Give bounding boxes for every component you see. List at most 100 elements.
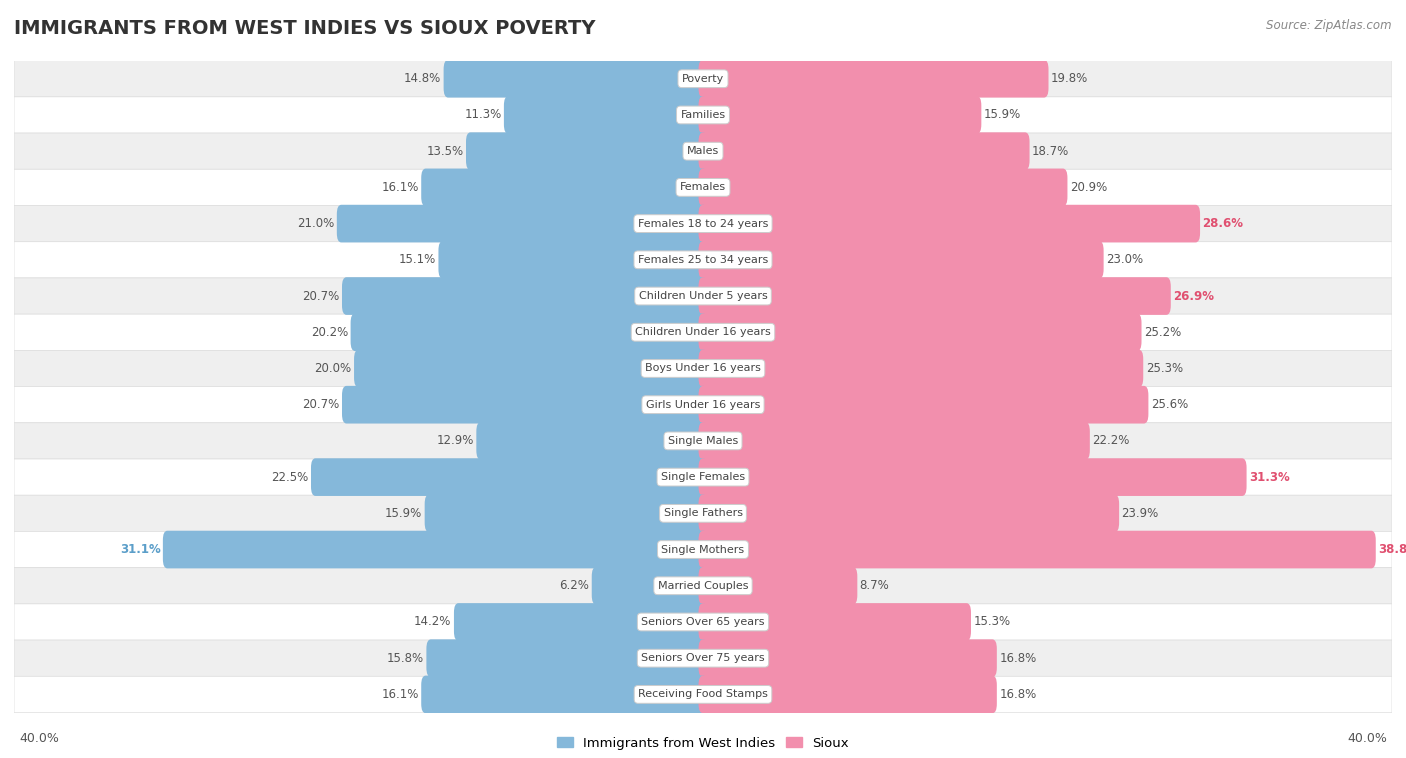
Text: Children Under 5 years: Children Under 5 years xyxy=(638,291,768,301)
Text: 16.1%: 16.1% xyxy=(381,688,419,701)
Text: 20.0%: 20.0% xyxy=(315,362,352,375)
Text: 40.0%: 40.0% xyxy=(1347,732,1386,745)
Text: 20.2%: 20.2% xyxy=(311,326,349,339)
Text: 26.9%: 26.9% xyxy=(1173,290,1215,302)
FancyBboxPatch shape xyxy=(311,459,707,496)
FancyBboxPatch shape xyxy=(14,495,1392,531)
Text: Families: Families xyxy=(681,110,725,120)
Text: Girls Under 16 years: Girls Under 16 years xyxy=(645,399,761,409)
FancyBboxPatch shape xyxy=(14,278,1392,314)
Text: 22.2%: 22.2% xyxy=(1092,434,1129,447)
Text: 15.8%: 15.8% xyxy=(387,652,425,665)
FancyBboxPatch shape xyxy=(439,241,707,279)
Text: 11.3%: 11.3% xyxy=(464,108,502,121)
FancyBboxPatch shape xyxy=(699,313,1142,351)
Text: 20.7%: 20.7% xyxy=(302,398,340,411)
FancyBboxPatch shape xyxy=(454,603,707,641)
Text: 15.1%: 15.1% xyxy=(399,253,436,266)
FancyBboxPatch shape xyxy=(14,350,1392,387)
FancyBboxPatch shape xyxy=(14,169,1392,205)
Text: 21.0%: 21.0% xyxy=(297,217,335,230)
Text: 25.6%: 25.6% xyxy=(1152,398,1188,411)
FancyBboxPatch shape xyxy=(699,494,1119,532)
FancyBboxPatch shape xyxy=(342,277,707,315)
FancyBboxPatch shape xyxy=(422,675,707,713)
FancyBboxPatch shape xyxy=(14,640,1392,676)
FancyBboxPatch shape xyxy=(699,96,981,134)
Text: 16.1%: 16.1% xyxy=(381,181,419,194)
FancyBboxPatch shape xyxy=(14,459,1392,495)
FancyBboxPatch shape xyxy=(699,459,1247,496)
Text: Females 18 to 24 years: Females 18 to 24 years xyxy=(638,218,768,229)
Text: 16.8%: 16.8% xyxy=(1000,688,1036,701)
Text: 40.0%: 40.0% xyxy=(20,732,59,745)
Text: Males: Males xyxy=(688,146,718,156)
FancyBboxPatch shape xyxy=(14,531,1392,568)
Text: Source: ZipAtlas.com: Source: ZipAtlas.com xyxy=(1267,19,1392,32)
FancyBboxPatch shape xyxy=(592,567,707,605)
FancyBboxPatch shape xyxy=(477,422,707,460)
Text: Poverty: Poverty xyxy=(682,74,724,83)
Text: 31.1%: 31.1% xyxy=(120,543,160,556)
Legend: Immigrants from West Indies, Sioux: Immigrants from West Indies, Sioux xyxy=(551,731,855,755)
Text: 28.6%: 28.6% xyxy=(1202,217,1243,230)
FancyBboxPatch shape xyxy=(699,277,1171,315)
FancyBboxPatch shape xyxy=(699,168,1067,206)
Text: 6.2%: 6.2% xyxy=(560,579,589,592)
Text: Seniors Over 75 years: Seniors Over 75 years xyxy=(641,653,765,663)
FancyBboxPatch shape xyxy=(163,531,707,568)
Text: Boys Under 16 years: Boys Under 16 years xyxy=(645,364,761,374)
Text: Receiving Food Stamps: Receiving Food Stamps xyxy=(638,690,768,700)
Text: 23.0%: 23.0% xyxy=(1107,253,1143,266)
FancyBboxPatch shape xyxy=(699,603,972,641)
FancyBboxPatch shape xyxy=(465,133,707,170)
FancyBboxPatch shape xyxy=(699,422,1090,460)
FancyBboxPatch shape xyxy=(14,205,1392,242)
Text: 18.7%: 18.7% xyxy=(1032,145,1069,158)
Text: 15.3%: 15.3% xyxy=(973,615,1011,628)
FancyBboxPatch shape xyxy=(699,639,997,677)
Text: Females 25 to 34 years: Females 25 to 34 years xyxy=(638,255,768,265)
FancyBboxPatch shape xyxy=(14,676,1392,713)
FancyBboxPatch shape xyxy=(699,60,1049,98)
FancyBboxPatch shape xyxy=(699,349,1143,387)
FancyBboxPatch shape xyxy=(14,97,1392,133)
Text: 25.2%: 25.2% xyxy=(1144,326,1181,339)
FancyBboxPatch shape xyxy=(354,349,707,387)
FancyBboxPatch shape xyxy=(422,168,707,206)
FancyBboxPatch shape xyxy=(425,494,707,532)
FancyBboxPatch shape xyxy=(699,205,1201,243)
Text: Single Females: Single Females xyxy=(661,472,745,482)
Text: IMMIGRANTS FROM WEST INDIES VS SIOUX POVERTY: IMMIGRANTS FROM WEST INDIES VS SIOUX POV… xyxy=(14,19,596,38)
Text: 15.9%: 15.9% xyxy=(385,507,422,520)
FancyBboxPatch shape xyxy=(699,531,1375,568)
Text: 8.7%: 8.7% xyxy=(859,579,890,592)
Text: 25.3%: 25.3% xyxy=(1146,362,1182,375)
Text: 23.9%: 23.9% xyxy=(1122,507,1159,520)
FancyBboxPatch shape xyxy=(14,61,1392,97)
Text: 38.8%: 38.8% xyxy=(1378,543,1406,556)
FancyBboxPatch shape xyxy=(14,604,1392,640)
Text: Females: Females xyxy=(681,183,725,193)
FancyBboxPatch shape xyxy=(14,387,1392,423)
FancyBboxPatch shape xyxy=(503,96,707,134)
Text: Single Fathers: Single Fathers xyxy=(664,509,742,518)
Text: 14.2%: 14.2% xyxy=(415,615,451,628)
FancyBboxPatch shape xyxy=(350,313,707,351)
FancyBboxPatch shape xyxy=(699,675,997,713)
Text: 13.5%: 13.5% xyxy=(426,145,464,158)
FancyBboxPatch shape xyxy=(14,242,1392,278)
Text: 20.9%: 20.9% xyxy=(1070,181,1107,194)
FancyBboxPatch shape xyxy=(699,241,1104,279)
Text: Single Mothers: Single Mothers xyxy=(661,544,745,555)
FancyBboxPatch shape xyxy=(699,567,858,605)
Text: Single Males: Single Males xyxy=(668,436,738,446)
Text: Children Under 16 years: Children Under 16 years xyxy=(636,327,770,337)
FancyBboxPatch shape xyxy=(426,639,707,677)
Text: 20.7%: 20.7% xyxy=(302,290,340,302)
FancyBboxPatch shape xyxy=(444,60,707,98)
FancyBboxPatch shape xyxy=(14,568,1392,604)
FancyBboxPatch shape xyxy=(699,386,1149,424)
Text: 31.3%: 31.3% xyxy=(1249,471,1289,484)
FancyBboxPatch shape xyxy=(342,386,707,424)
